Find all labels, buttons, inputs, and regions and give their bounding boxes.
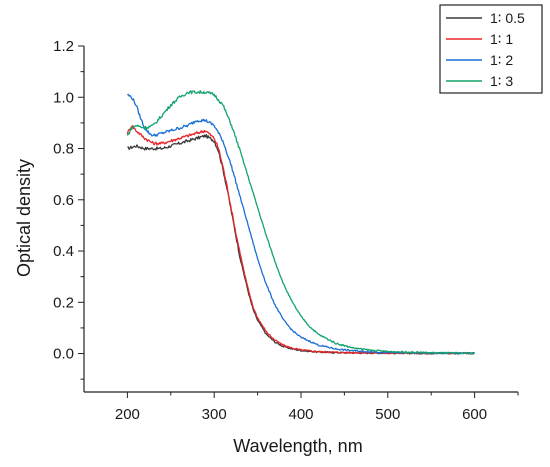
legend-label: 1∶ 0.5 [490,10,525,26]
x-tick-label: 300 [202,406,227,423]
x-tick-label: 200 [115,406,140,423]
y-tick-label: 0.2 [53,294,74,311]
ticks-layer: 200 300 400 500 600 0.0 0.2 0.4 0.6 0.8 1.0 1.2 [53,38,519,423]
legend-label: 1∶ 2 [490,52,513,68]
y-tick-label: 1.0 [53,89,74,106]
y-tick-label: 1.2 [53,38,74,55]
x-tick-label: 600 [462,406,487,423]
y-tick-label: 0.0 [53,346,74,363]
series-layer [126,90,476,355]
series-line [126,125,476,355]
legend: 1∶ 0.5 1∶ 1 1∶ 2 1∶ 3 [439,4,543,94]
y-tick-label: 0.6 [53,192,74,209]
plot-frame [83,46,518,393]
legend-label: 1∶ 1 [490,31,513,47]
x-tick-label: 500 [375,406,400,423]
x-axis-label: Wavelength, nm [233,436,362,456]
series-line [127,93,475,355]
y-axis-label: Optical density [14,159,34,277]
legend-box [439,4,543,94]
series-line [126,90,476,355]
y-tick-label: 0.8 [53,141,74,158]
series-line [127,134,475,355]
legend-label: 1∶ 3 [490,73,513,89]
y-tick-label: 0.4 [53,243,74,260]
x-tick-label: 400 [288,406,313,423]
